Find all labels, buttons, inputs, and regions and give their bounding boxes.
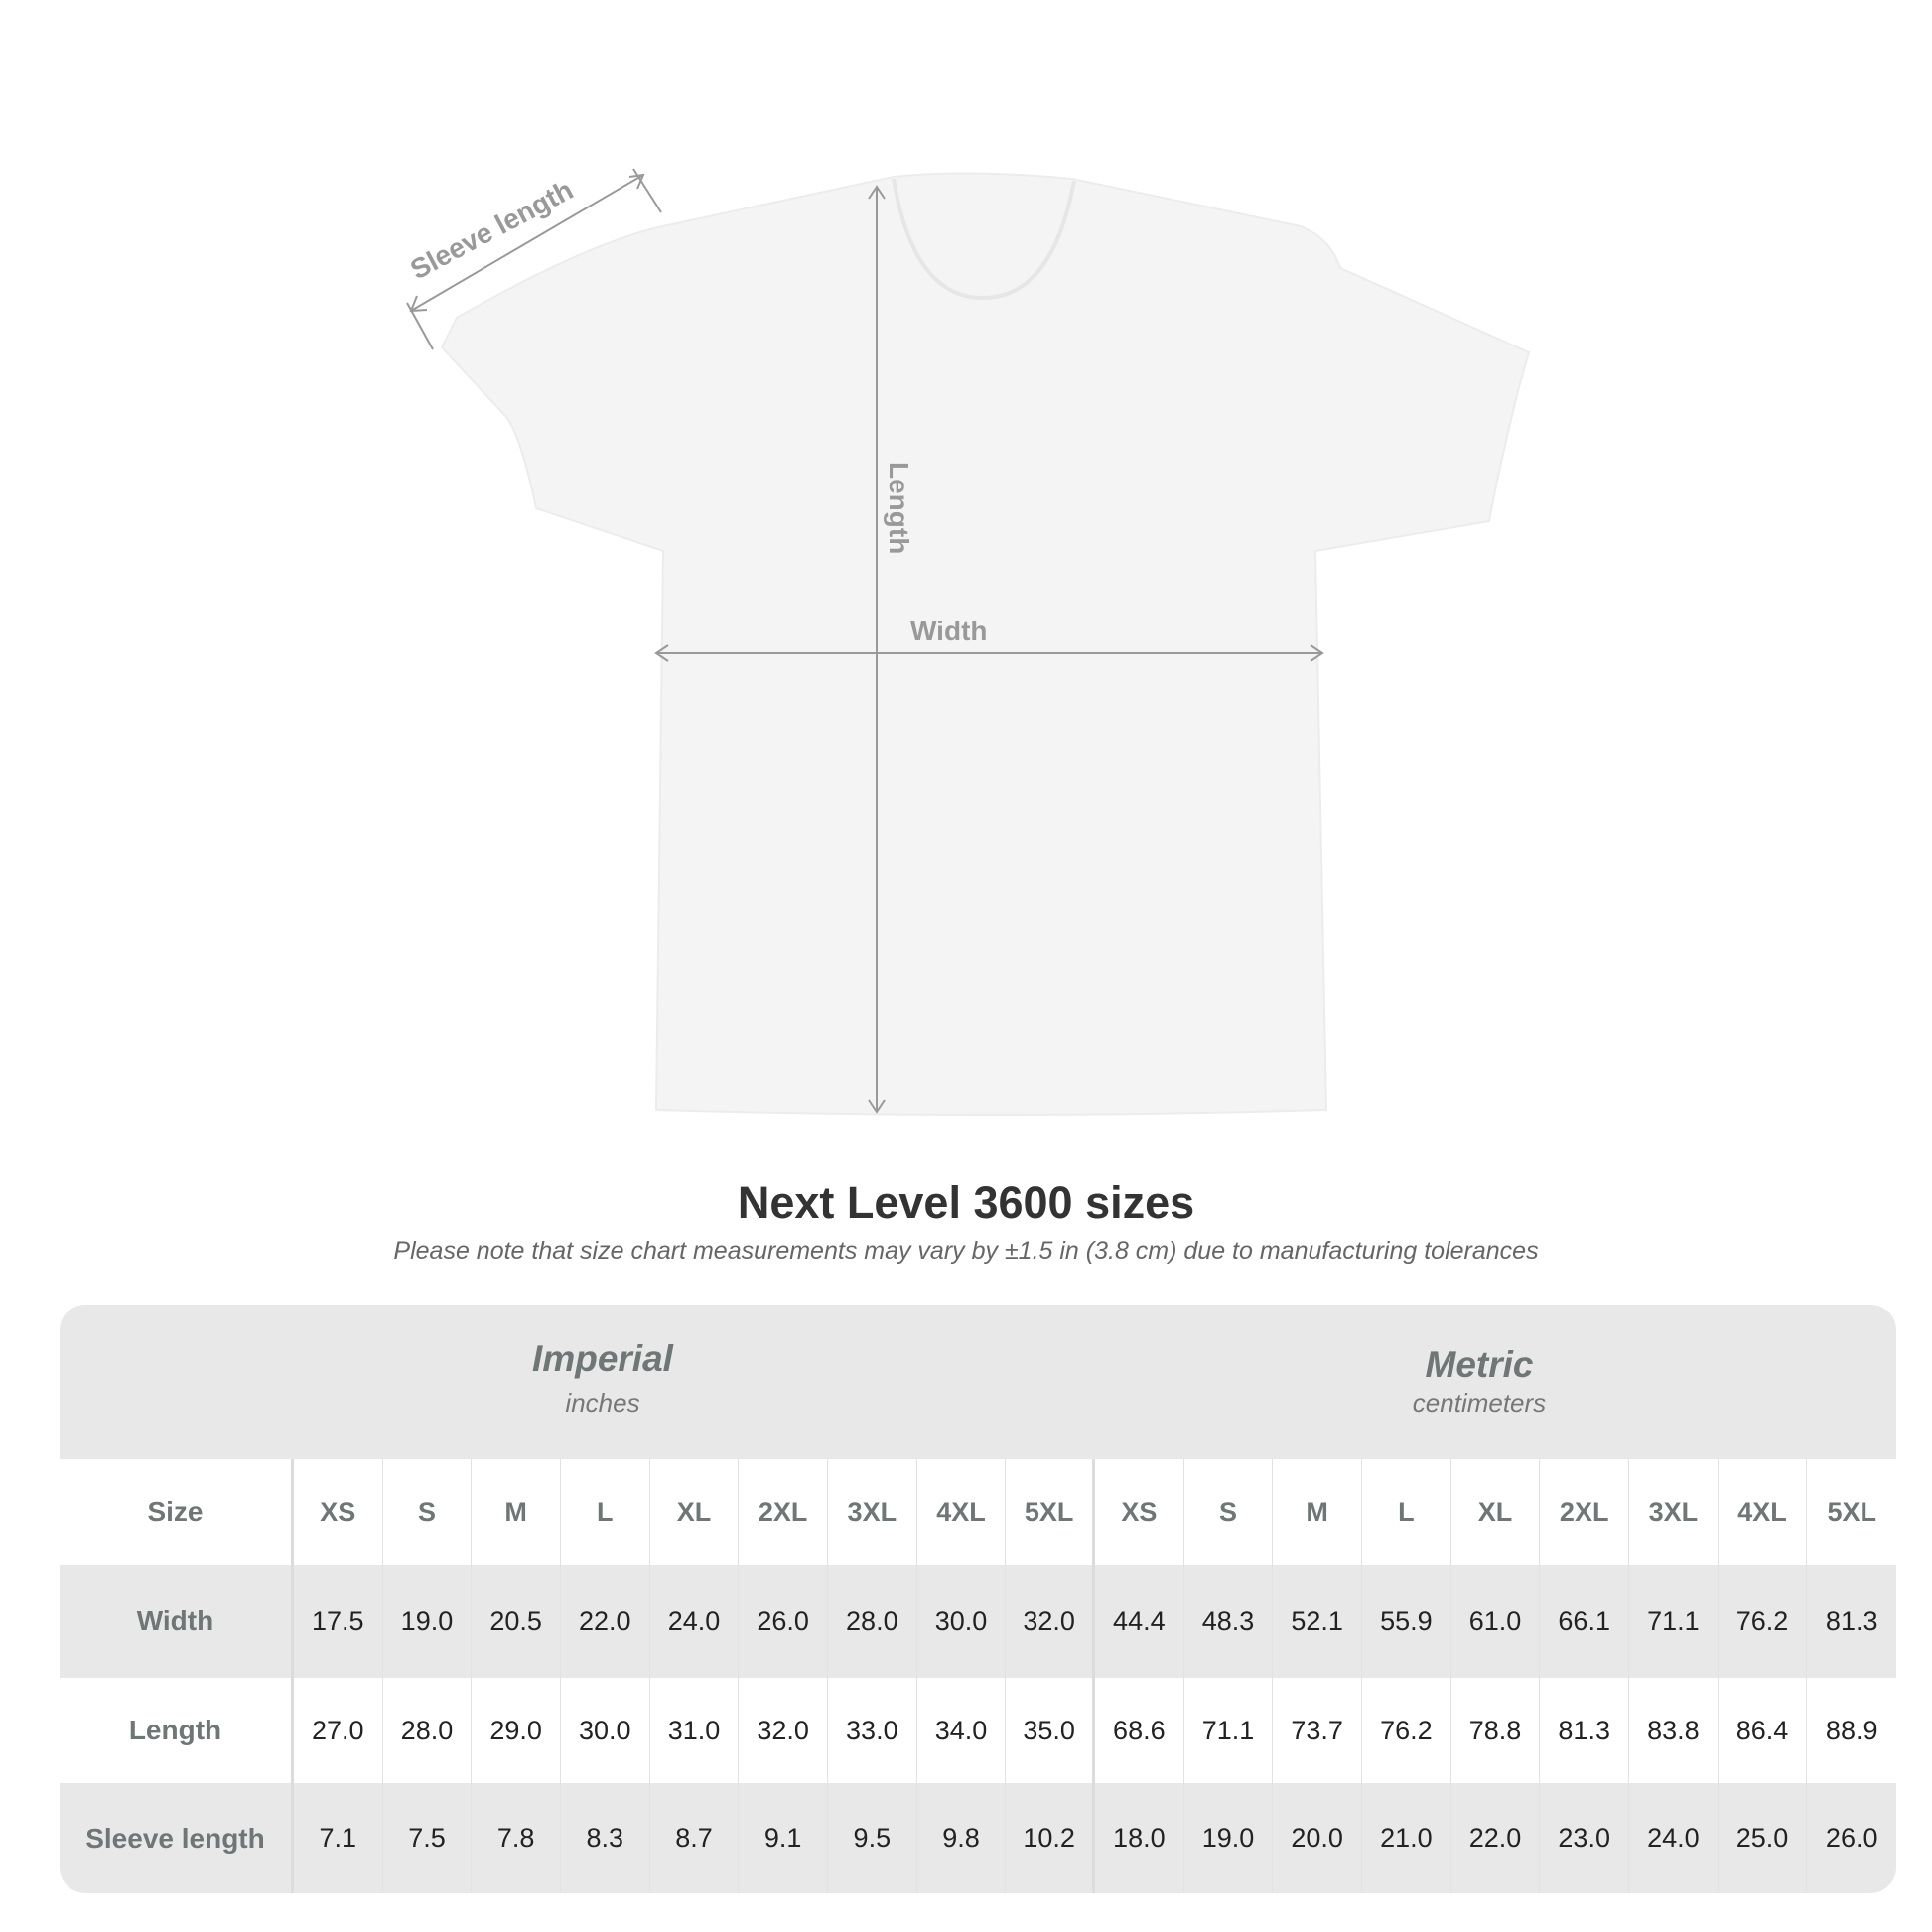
cell-metric: 86.4 [1719, 1678, 1808, 1783]
tolerance-note: Please note that size chart measurements… [393, 1237, 1539, 1265]
cell-imperial: 33.0 [828, 1678, 917, 1783]
cell-metric: 73.7 [1273, 1678, 1363, 1783]
metric-title: Metric [1425, 1344, 1534, 1385]
cell-metric: 68.6 [1095, 1678, 1184, 1783]
cell-metric: 48.3 [1184, 1565, 1274, 1678]
size-header-row: Size XS S M L XL 2XL 3XL 4XL 5XL XS S M L XL 2XL 3XL 4XL 5… [60, 1459, 1896, 1565]
cell-imperial: 7.5 [383, 1783, 473, 1893]
cell-metric: 20.0 [1273, 1783, 1363, 1893]
cell-metric: 52.1 [1273, 1565, 1363, 1678]
cell-imperial: 30.0 [917, 1565, 1007, 1678]
table-row: Width 17.5 19.0 20.5 22.0 24.0 26.0 28.0 30.0 32.… [60, 1565, 1896, 1678]
tshirt-shape [440, 172, 1531, 1116]
size-header-metric: S [1184, 1459, 1274, 1565]
cell-imperial: 32.0 [1006, 1565, 1095, 1678]
cell-metric: 83.8 [1629, 1678, 1719, 1783]
cell-imperial: 7.8 [472, 1783, 561, 1893]
size-table: Imperial inches Metric centimeters Size X… [60, 1305, 1896, 1893]
cell-metric: 22.0 [1451, 1783, 1541, 1893]
cell-metric: 81.3 [1825, 1605, 1878, 1636]
tshirt-diagram: Sleeve length Length Width [405, 168, 1531, 1116]
cell-imperial: 8.3 [561, 1783, 650, 1893]
imperial-title: Imperial [532, 1338, 673, 1379]
cell-imperial: 24.0 [650, 1565, 740, 1678]
cell-metric: 78.8 [1451, 1678, 1541, 1783]
metric-header: Metric centimeters [1181, 1344, 1777, 1419]
size-header-imperial: 2XL [739, 1459, 828, 1565]
row-label: Sleeve length [60, 1783, 294, 1893]
cell-imperial: 20.5 [472, 1565, 561, 1678]
cell-metric: 66.1 [1540, 1565, 1630, 1678]
cell-metric: 44.4 [1095, 1565, 1184, 1678]
table-row: Length 27.0 28.0 29.0 30.0 31.0 32.0 33.0 34.0 35… [60, 1678, 1896, 1783]
size-header-metric: XS [1095, 1459, 1184, 1565]
size-header-imperial: M [472, 1459, 561, 1565]
cell-imperial: 30.0 [561, 1678, 650, 1783]
cell-metric: 26.0 [1825, 1823, 1878, 1853]
cell-imperial: 28.0 [828, 1565, 917, 1678]
size-header-metric: L [1362, 1459, 1451, 1565]
cell-imperial: 17.5 [294, 1565, 383, 1678]
size-header-imperial: L [561, 1459, 650, 1565]
size-header-imperial: 4XL [917, 1459, 1007, 1565]
cell-imperial: 9.8 [917, 1783, 1007, 1893]
cell-metric: 24.0 [1629, 1783, 1719, 1893]
cell-imperial: 9.5 [828, 1783, 917, 1893]
cell-imperial: 31.0 [650, 1678, 740, 1783]
cell-imperial: 35.0 [1006, 1678, 1095, 1783]
cell-metric: 71.1 [1629, 1565, 1719, 1678]
cell-metric: 23.0 [1540, 1783, 1630, 1893]
row-label: Width [60, 1565, 294, 1678]
size-header-imperial: XS [294, 1459, 383, 1565]
cell-metric: 19.0 [1184, 1783, 1274, 1893]
cell-imperial: 34.0 [917, 1678, 1007, 1783]
metric-unit: centimeters [1412, 1388, 1547, 1418]
collar [892, 178, 1076, 301]
cell-imperial: 10.2 [1006, 1783, 1095, 1893]
cell-metric: 25.0 [1719, 1783, 1808, 1893]
cell-imperial: 29.0 [472, 1678, 561, 1783]
size-header-metric: 3XL [1629, 1459, 1719, 1565]
cell-imperial: 19.0 [383, 1565, 473, 1678]
sleeve-arrow [410, 174, 644, 312]
cell-metric: 76.2 [1362, 1678, 1451, 1783]
cell-imperial: 22.0 [561, 1565, 650, 1678]
size-header-imperial: 5XL [1006, 1459, 1095, 1565]
cell-imperial: 32.0 [739, 1678, 828, 1783]
size-header-metric: M [1273, 1459, 1363, 1565]
cell-metric: 55.9 [1362, 1565, 1451, 1678]
cell-imperial: 8.7 [650, 1783, 740, 1893]
row-label: Length [60, 1678, 294, 1783]
cell-imperial: 28.0 [383, 1678, 473, 1783]
cell-metric: 21.0 [1362, 1783, 1451, 1893]
size-header-imperial: 3XL [828, 1459, 917, 1565]
length-label: Length [884, 462, 914, 554]
unit-header-band [60, 1305, 1896, 1459]
size-header-metric: 2XL [1540, 1459, 1630, 1565]
cell-imperial: 9.1 [739, 1783, 828, 1893]
table-row: Sleeve length 7.1 7.5 7.8 8.3 8.7 9.1 9.5 9.8 10.… [60, 1783, 1896, 1893]
cell-metric: 71.1 [1184, 1678, 1274, 1783]
cell-metric: 88.9 [1825, 1715, 1878, 1745]
size-header-metric: 5XL [1827, 1496, 1876, 1527]
imperial-unit: inches [565, 1388, 640, 1418]
size-header-imperial: XL [650, 1459, 740, 1565]
cell-metric: 76.2 [1719, 1565, 1808, 1678]
cell-metric: 18.0 [1095, 1783, 1184, 1893]
cell-imperial: 26.0 [739, 1565, 828, 1678]
row-label: Size [60, 1459, 294, 1565]
size-header-metric: XL [1451, 1459, 1541, 1565]
imperial-header: Imperial inches [305, 1338, 900, 1419]
cell-imperial: 27.0 [294, 1678, 383, 1783]
cell-metric: 81.3 [1540, 1678, 1630, 1783]
cell-metric: 61.0 [1451, 1565, 1541, 1678]
width-label: Width [910, 616, 988, 646]
page-title: Next Level 3600 sizes [737, 1177, 1195, 1228]
size-header-imperial: S [383, 1459, 473, 1565]
cell-imperial: 7.1 [294, 1783, 383, 1893]
size-header-metric: 4XL [1719, 1459, 1808, 1565]
